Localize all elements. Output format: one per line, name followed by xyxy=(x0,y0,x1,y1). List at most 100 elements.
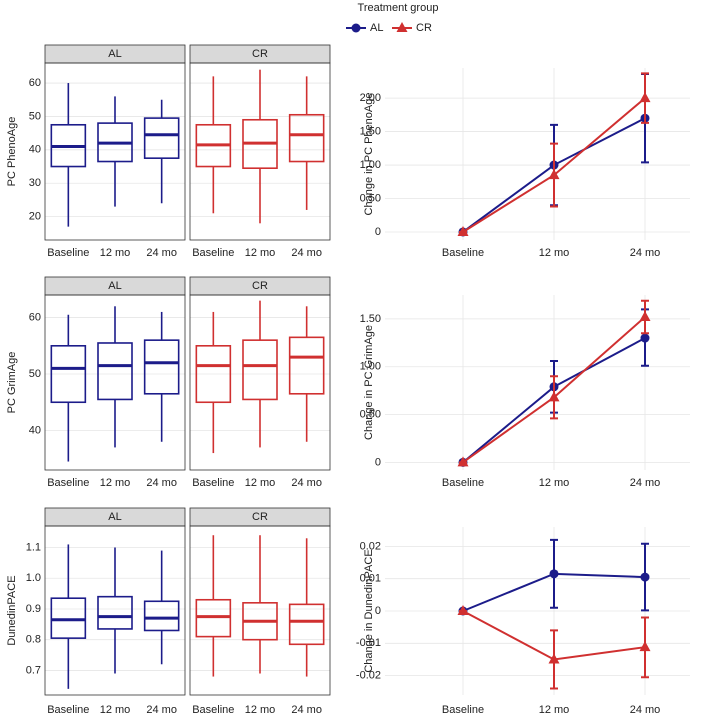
y-tick-label: 60 xyxy=(29,311,41,323)
y-tick-label: 0.50 xyxy=(360,408,381,420)
x-tick-label: Baseline xyxy=(442,477,484,489)
facet-label: CR xyxy=(252,511,268,523)
y-tick-label: 1.00 xyxy=(360,361,381,373)
y-tick-label: -0.01 xyxy=(356,637,381,649)
panel-frame xyxy=(189,62,331,241)
facet-label: CR xyxy=(252,48,268,60)
panel-frame xyxy=(44,62,186,241)
point xyxy=(639,310,651,321)
y-axis-label: DunedinPACE xyxy=(6,575,18,645)
x-tick-label: 12 mo xyxy=(245,247,276,259)
box xyxy=(288,603,325,646)
y-axis-label: PC GrimAge xyxy=(6,352,18,414)
y-axis-label: Change in PC GrimAge xyxy=(363,325,375,440)
point xyxy=(640,572,650,582)
x-tick-label: 24 mo xyxy=(291,477,322,489)
x-tick-label: 12 mo xyxy=(245,704,276,716)
point xyxy=(549,569,559,579)
x-tick-label: 24 mo xyxy=(146,247,177,259)
y-tick-label: -0.02 xyxy=(356,670,381,682)
box xyxy=(50,345,87,404)
x-tick-label: 12 mo xyxy=(100,247,131,259)
point xyxy=(639,92,651,103)
x-tick-label: 24 mo xyxy=(630,477,661,489)
x-tick-label: Baseline xyxy=(192,704,234,716)
x-tick-label: 24 mo xyxy=(291,704,322,716)
x-tick-label: 24 mo xyxy=(630,704,661,716)
y-tick-label: 0 xyxy=(375,456,381,468)
point xyxy=(457,225,469,236)
x-tick-label: 12 mo xyxy=(539,704,570,716)
box xyxy=(50,597,87,639)
x-tick-label: 12 mo xyxy=(100,477,131,489)
panel-frame xyxy=(189,294,331,471)
x-tick-label: 24 mo xyxy=(630,247,661,259)
point xyxy=(457,605,469,615)
box xyxy=(97,595,133,630)
y-tick-label: 0.7 xyxy=(26,664,41,676)
box xyxy=(195,598,232,638)
facet-label: CR xyxy=(252,280,268,292)
box xyxy=(288,113,325,163)
y-tick-label: 0.02 xyxy=(360,540,381,552)
y-tick-label: 1.00 xyxy=(360,159,381,171)
panel-frame xyxy=(189,525,331,696)
point xyxy=(548,169,560,180)
x-tick-label: Baseline xyxy=(442,704,484,716)
box xyxy=(143,600,180,632)
y-tick-label: 0 xyxy=(375,605,381,617)
x-tick-label: Baseline xyxy=(47,247,89,259)
box xyxy=(242,339,278,401)
x-tick-label: Baseline xyxy=(192,477,234,489)
x-tick-label: 24 mo xyxy=(291,247,322,259)
y-tick-label: 30 xyxy=(29,177,41,189)
box xyxy=(195,345,232,404)
y-tick-label: 0.8 xyxy=(26,634,41,646)
y-tick-label: 60 xyxy=(29,77,41,89)
point xyxy=(396,22,408,32)
x-tick-label: 24 mo xyxy=(146,477,177,489)
y-tick-label: 0.01 xyxy=(360,573,381,585)
y-tick-label: 1.50 xyxy=(360,313,381,325)
x-tick-label: 12 mo xyxy=(539,477,570,489)
y-tick-label: 50 xyxy=(29,368,41,380)
y-tick-label: 0.50 xyxy=(360,192,381,204)
point xyxy=(351,23,361,33)
y-tick-label: 0.9 xyxy=(26,603,41,615)
facet-label: AL xyxy=(108,511,121,523)
x-tick-label: 12 mo xyxy=(100,704,131,716)
y-tick-label: 40 xyxy=(29,424,41,436)
x-tick-label: 12 mo xyxy=(539,247,570,259)
y-axis-label: Change in DunedinPACE xyxy=(363,549,375,672)
x-tick-label: 24 mo xyxy=(146,704,177,716)
y-tick-label: 0 xyxy=(375,226,381,238)
point xyxy=(640,333,650,343)
panel-frame xyxy=(44,525,186,696)
legend-title: Treatment group xyxy=(358,2,439,14)
point xyxy=(548,653,560,664)
y-tick-label: 1.0 xyxy=(26,572,41,584)
y-tick-label: 40 xyxy=(29,144,41,156)
y-tick-label: 2.00 xyxy=(360,92,381,104)
box xyxy=(97,342,133,401)
y-tick-label: 1.50 xyxy=(360,125,381,137)
legend-label: AL xyxy=(370,22,383,34)
facet-label: AL xyxy=(108,48,121,60)
y-tick-label: 1.1 xyxy=(26,541,41,553)
y-axis-label: PC PhenoAge xyxy=(6,117,18,187)
point xyxy=(457,456,469,467)
box xyxy=(143,117,180,159)
legend-label: CR xyxy=(416,22,432,34)
x-tick-label: Baseline xyxy=(192,247,234,259)
x-tick-label: 12 mo xyxy=(245,477,276,489)
box xyxy=(288,336,325,395)
facet-label: AL xyxy=(108,280,121,292)
y-tick-label: 50 xyxy=(29,110,41,122)
y-tick-label: 20 xyxy=(29,211,41,223)
y-axis-label: Change in PC PhenoAge xyxy=(363,93,375,216)
box xyxy=(143,339,180,395)
panel-frame xyxy=(44,294,186,471)
x-tick-label: Baseline xyxy=(442,247,484,259)
point xyxy=(548,391,560,402)
